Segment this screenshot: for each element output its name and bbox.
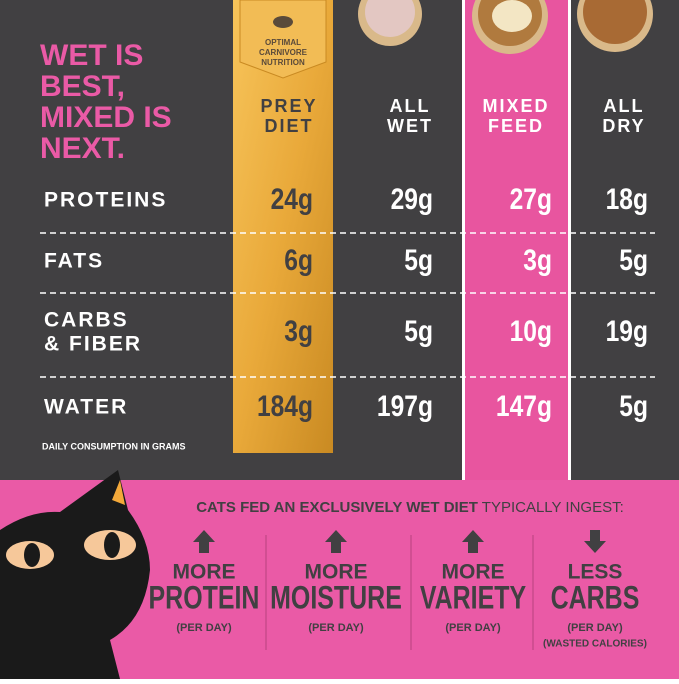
callout-rest: TYPICALLY INGEST: (478, 499, 624, 516)
cat-body (0, 470, 150, 679)
cell-value: 24g (271, 182, 313, 216)
benefit-note: (PER DAY) (176, 622, 232, 634)
benefit-item: VARIETY (420, 581, 526, 617)
column-header: ALL (390, 96, 431, 116)
callout-bold: CATS FED AN EXCLUSIVELY WET DIET (196, 499, 478, 516)
cat (0, 470, 150, 679)
dividers (265, 535, 534, 650)
cell-value: 147g (496, 389, 552, 423)
column-header: MIXED (482, 96, 549, 116)
cell-value: 18g (606, 182, 648, 216)
benefit-item: MOISTURE (270, 581, 402, 617)
headline: BEST, (40, 70, 125, 103)
benefit-item: PROTEIN (149, 581, 260, 617)
mouse-icon (273, 16, 293, 28)
arrow (462, 530, 484, 553)
row-label: & FIBER (44, 333, 142, 356)
cell-value: 10g (510, 314, 552, 348)
badge (239, 0, 327, 79)
row-label: CARBS (44, 309, 129, 332)
row-label: WATER (44, 396, 128, 419)
cell-value: 27g (510, 182, 552, 216)
cat-pupil (24, 543, 40, 567)
row-label: PROTEINS (44, 189, 167, 212)
row-label: FATS (44, 250, 104, 273)
cell-value: 5g (404, 243, 433, 277)
dry-column (571, 0, 679, 480)
column-header: PREY (260, 96, 317, 116)
cell-value: 6g (284, 243, 313, 277)
cell-value: 3g (284, 314, 313, 348)
headline: NEXT. (40, 132, 125, 165)
food (583, 0, 647, 44)
cell-value: 184g (257, 389, 313, 423)
cat-pupil (104, 532, 120, 558)
prey-column (233, 0, 333, 453)
panel (0, 0, 462, 480)
arrow (193, 530, 215, 553)
benefit-note: (PER DAY) (567, 622, 623, 634)
cat-ear (112, 480, 125, 505)
cell-value: 3g (523, 243, 552, 277)
badge-text: OPTIMAL (265, 38, 301, 47)
arrow (584, 530, 606, 553)
headline: MIXED IS (40, 101, 172, 134)
benefit-item: CARBS (551, 581, 640, 617)
benefit-note: (WASTED CALORIES) (543, 639, 647, 650)
badge-text: CARNIVORE (259, 48, 308, 57)
column-header: DRY (602, 116, 645, 136)
benefit-qualifier: MORE (442, 561, 505, 584)
benefit-qualifier: LESS (568, 561, 623, 584)
mixed-column (465, 0, 568, 480)
arrow (325, 530, 347, 553)
callout: CATS FED AN EXCLUSIVELY WET DIET TYPICAL… (196, 499, 624, 516)
cell-value: 19g (606, 314, 648, 348)
badge-text: NUTRITION (261, 58, 305, 67)
column-header: WET (387, 116, 433, 136)
footnote: DAILY CONSUMPTION IN GRAMS (42, 441, 186, 451)
benefit-note: (PER DAY) (445, 622, 501, 634)
column-header: FEED (488, 116, 544, 136)
cell-value: 5g (619, 389, 648, 423)
column-header: DIET (264, 116, 313, 136)
column-header: ALL (604, 96, 645, 116)
benefit-qualifier: MORE (173, 561, 236, 584)
cell-value: 5g (404, 314, 433, 348)
cell-value: 29g (391, 182, 433, 216)
cell-value: 5g (619, 243, 648, 277)
benefit-note: (PER DAY) (308, 622, 364, 634)
food (492, 0, 532, 32)
cell-value: 197g (377, 389, 433, 423)
headline: WET IS (40, 39, 143, 72)
benefit-qualifier: MORE (305, 561, 368, 584)
food (365, 0, 415, 37)
